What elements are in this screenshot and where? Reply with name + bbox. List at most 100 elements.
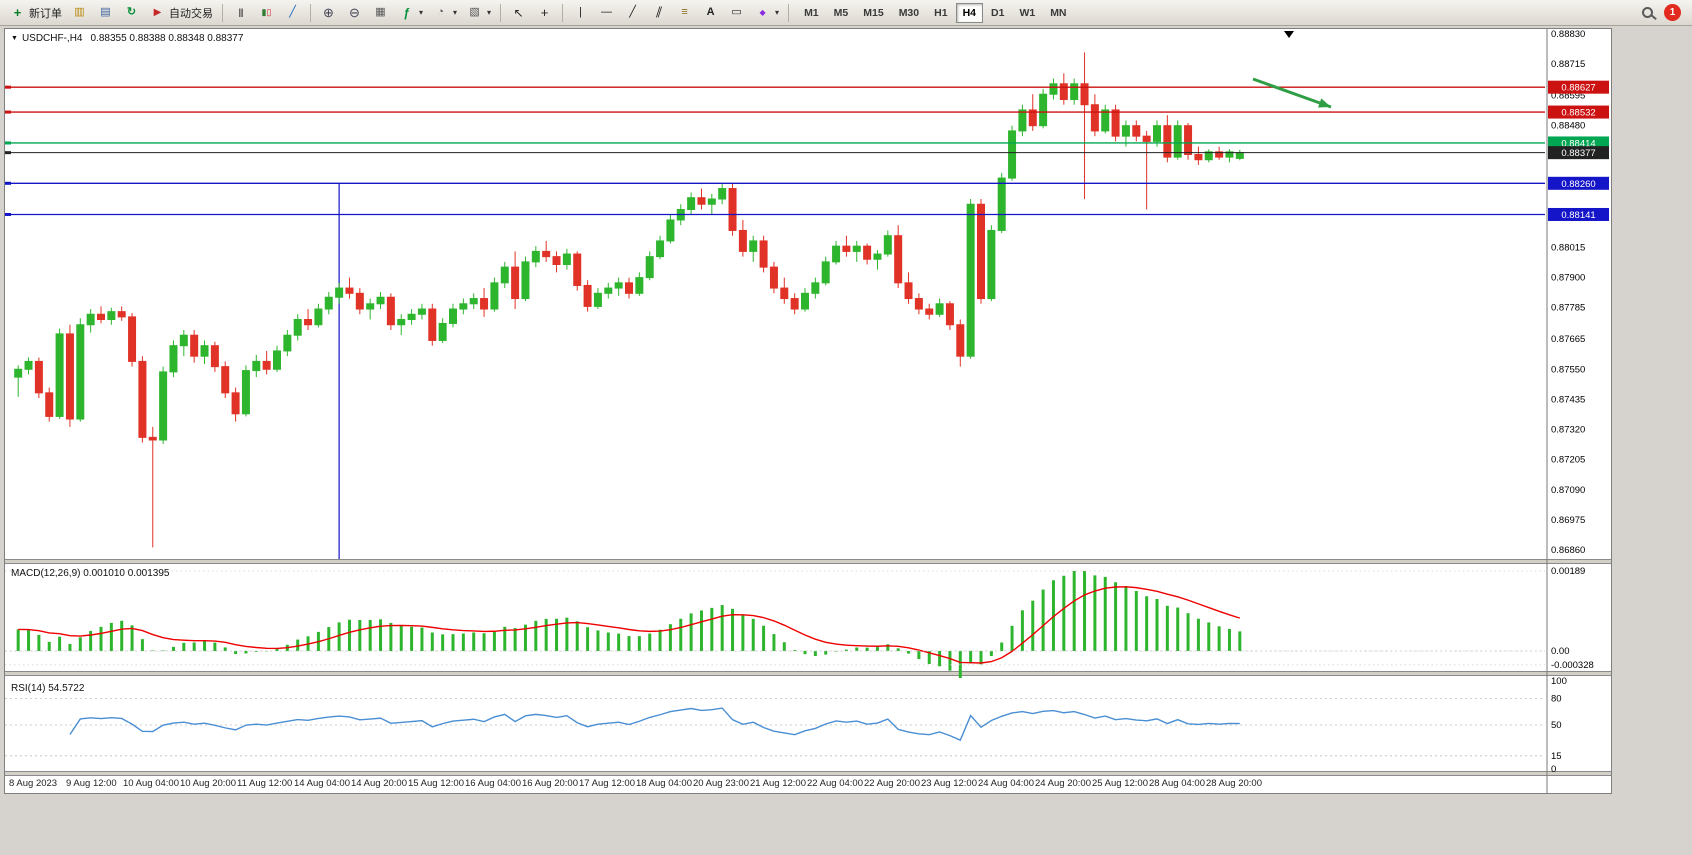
time-axis[interactable]: 8 Aug 2023 9 Aug 12:00 10 Aug 04:00 10 Aug … <box>9 778 1262 789</box>
refresh-button[interactable] <box>119 2 144 24</box>
price-badge <box>1548 176 1609 190</box>
timeframe-M15-button[interactable]: M15 <box>856 3 890 23</box>
svg-text:14 Aug 20:00: 14 Aug 20:00 <box>351 778 407 789</box>
svg-text:100: 100 <box>1551 676 1567 687</box>
fibonacci-button[interactable] <box>672 2 697 24</box>
text-button[interactable] <box>698 2 723 24</box>
svg-text:0.88480: 0.88480 <box>1551 121 1585 132</box>
svg-text:0.87900: 0.87900 <box>1551 273 1585 284</box>
svg-text:10 Aug 04:00: 10 Aug 04:00 <box>123 778 179 789</box>
svg-text:17 Aug 12:00: 17 Aug 12:00 <box>579 778 635 789</box>
timeframe-M30-button[interactable]: M30 <box>892 3 926 23</box>
cursor-icon <box>510 5 527 21</box>
profiles-button[interactable] <box>93 2 118 24</box>
toolbar-separator <box>310 3 311 22</box>
level-lines-layer[interactable] <box>5 85 1545 216</box>
svg-text:0.87320: 0.87320 <box>1551 425 1585 436</box>
text-label-button[interactable] <box>724 2 749 24</box>
svg-text:9 Aug 12:00: 9 Aug 12:00 <box>66 778 117 789</box>
search-button[interactable] <box>1635 2 1659 24</box>
svg-text:11 Aug 12:00: 11 Aug 12:00 <box>237 778 292 789</box>
svg-text:25 Aug 12:00: 25 Aug 12:00 <box>1092 778 1148 789</box>
cursor-button[interactable] <box>506 2 531 24</box>
svg-text:-0.000328: -0.000328 <box>1551 660 1594 671</box>
trendline-icon <box>624 5 641 21</box>
chart-window-icon <box>71 5 88 21</box>
svg-text:28 Aug 20:00: 28 Aug 20:00 <box>1206 778 1262 789</box>
templates-button[interactable] <box>462 2 495 24</box>
svg-text:22 Aug 20:00: 22 Aug 20:00 <box>864 778 920 789</box>
arrow-annotation[interactable] <box>1252 77 1332 109</box>
macd-panel: 0.00189 0.00 -0.000328 <box>5 566 1594 678</box>
svg-text:15 Aug 12:00: 15 Aug 12:00 <box>408 778 464 789</box>
price-badge <box>1548 146 1609 160</box>
indicators-button[interactable] <box>394 2 427 24</box>
svg-text:16 Aug 04:00: 16 Aug 04:00 <box>465 778 521 789</box>
price-chart-canvas[interactable]: 0.00189 0.00 -0.000328 100 80 50 15 0 0.88830 0.8… <box>5 29 1611 793</box>
svg-text:8 Aug 2023: 8 Aug 2023 <box>9 778 57 789</box>
vertical-line-button[interactable] <box>568 2 593 24</box>
svg-text:0.88595: 0.88595 <box>1551 91 1585 102</box>
svg-text:0.88414: 0.88414 <box>1561 138 1595 149</box>
periods-button[interactable] <box>428 2 461 24</box>
notification-badge[interactable]: 1 <box>1664 4 1681 21</box>
svg-text:0.88377: 0.88377 <box>1561 148 1595 159</box>
zoom-in-button[interactable] <box>316 2 341 24</box>
timeframe-MN-button[interactable]: MN <box>1043 3 1073 23</box>
price-badge <box>1548 80 1609 94</box>
toolbar-separator <box>562 3 564 22</box>
svg-text:80: 80 <box>1551 694 1562 705</box>
toolbar-separator <box>500 3 502 22</box>
toolbar-separator <box>222 3 223 22</box>
profiles-icon <box>97 5 114 21</box>
svg-text:20 Aug 23:00: 20 Aug 23:00 <box>693 778 749 789</box>
svg-text:0.88830: 0.88830 <box>1551 29 1585 40</box>
equidistant-channel-button[interactable] <box>646 2 671 24</box>
svg-text:0.86975: 0.86975 <box>1551 515 1585 526</box>
new-order-button[interactable]: 新订单 <box>5 2 66 24</box>
trendline-button[interactable] <box>620 2 645 24</box>
zoom-out-button[interactable] <box>342 2 367 24</box>
tile-windows-button[interactable] <box>368 2 393 24</box>
channel-icon <box>650 5 667 21</box>
chart-window-button[interactable] <box>67 2 92 24</box>
timeframe-H1-button[interactable]: H1 <box>927 3 954 23</box>
timeframe-M5-button[interactable]: M5 <box>827 3 856 23</box>
macd-signal-line <box>18 586 1241 664</box>
svg-text:0.00: 0.00 <box>1551 646 1570 657</box>
svg-text:14 Aug 04:00: 14 Aug 04:00 <box>294 778 350 789</box>
svg-text:0.87550: 0.87550 <box>1551 364 1585 375</box>
price-badge <box>1548 207 1609 221</box>
new-order-icon <box>9 5 26 21</box>
crosshair-button[interactable] <box>532 2 557 24</box>
svg-text:0.87785: 0.87785 <box>1551 303 1585 314</box>
svg-text:50: 50 <box>1551 720 1562 731</box>
price-axis[interactable]: 0.888300.887150.885950.884800.883650.882… <box>1548 29 1609 556</box>
bar-chart-icon <box>232 5 249 21</box>
horizontal-line-button[interactable] <box>594 2 619 24</box>
timeframe-H4-button[interactable]: H4 <box>955 2 983 23</box>
timeframe-W1-button[interactable]: W1 <box>1012 3 1042 23</box>
svg-text:18 Aug 04:00: 18 Aug 04:00 <box>636 778 692 789</box>
svg-text:0.87435: 0.87435 <box>1551 394 1585 405</box>
svg-text:21 Aug 12:00: 21 Aug 12:00 <box>750 778 806 789</box>
periods-icon <box>432 5 449 21</box>
svg-text:0.88141: 0.88141 <box>1561 210 1595 221</box>
candles-layer <box>14 52 1244 548</box>
candlestick-chart-button[interactable] <box>254 2 279 24</box>
scroll-to-end-marker[interactable] <box>1284 31 1294 38</box>
bar-chart-button[interactable] <box>228 2 253 24</box>
crosshair-icon <box>536 5 553 21</box>
auto-trading-label: 自动交易 <box>169 7 213 20</box>
shapes-button[interactable] <box>750 2 783 24</box>
timeframe-M1-button[interactable]: M1 <box>797 3 826 23</box>
svg-text:24 Aug 20:00: 24 Aug 20:00 <box>1035 778 1091 789</box>
new-order-label: 新订单 <box>29 7 62 20</box>
auto-trading-button[interactable]: 自动交易 <box>145 2 217 24</box>
search-icon <box>1641 7 1653 18</box>
timeframe-D1-button[interactable]: D1 <box>984 3 1011 23</box>
line-chart-button[interactable] <box>280 2 305 24</box>
templates-icon <box>466 5 483 21</box>
shapes-icon <box>754 5 771 21</box>
